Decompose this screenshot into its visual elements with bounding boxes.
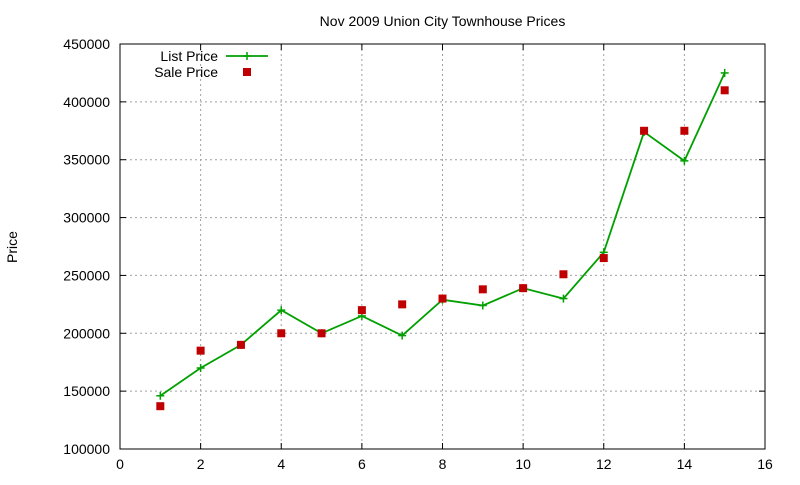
list-price-point <box>478 301 487 310</box>
sale-price-point <box>357 306 366 315</box>
legend-sample-marker-sale-price <box>243 68 251 76</box>
chart-title: Nov 2009 Union City Townhouse Prices <box>320 13 566 29</box>
x-tick-label: 4 <box>277 456 285 472</box>
y-tick-label: 100000 <box>63 441 110 457</box>
sale-price-point <box>317 329 326 338</box>
ticks-layer: 0 2 4 6 8 10 12 14 16 100000 150000 200000 250000 300… <box>63 36 773 472</box>
y-axis-label: Price <box>4 231 20 263</box>
series-layer <box>156 68 729 411</box>
sale-price-point <box>559 270 568 279</box>
y-tick-label: 250000 <box>63 267 110 283</box>
x-tick-label: 16 <box>757 456 773 472</box>
y-tick-label: 350000 <box>63 152 110 168</box>
sale-price-point <box>398 300 407 309</box>
legend-label-list-price: List Price <box>160 48 218 64</box>
x-tick-label: 10 <box>515 456 531 472</box>
x-tick-label: 2 <box>197 456 205 472</box>
x-tick-label: 12 <box>596 456 612 472</box>
list-price-point <box>196 364 205 372</box>
y-tick-label: 450000 <box>63 36 110 52</box>
sale-price-point <box>680 126 689 135</box>
y-tick-label: 150000 <box>63 383 110 399</box>
legend-label-sale-price: Sale Price <box>154 64 218 80</box>
x-tick-label: 8 <box>439 456 447 472</box>
x-tick-label: 14 <box>677 456 693 472</box>
sale-price-point <box>277 329 286 338</box>
sale-price-point <box>156 402 165 411</box>
series-sale-price <box>156 86 729 411</box>
list-price-point <box>559 294 568 303</box>
sale-price-point <box>236 340 245 349</box>
list-price-point <box>156 391 165 400</box>
list-price-point <box>720 68 729 77</box>
sale-price-point <box>720 86 729 95</box>
list-price-point <box>398 331 407 340</box>
sale-price-point <box>640 126 649 135</box>
legend-sample-marker-list-price <box>243 52 251 60</box>
y-tick-label: 400000 <box>63 94 110 110</box>
y-tick-label: 300000 <box>63 210 110 226</box>
sale-price-point <box>599 254 608 263</box>
list-price-point <box>277 306 286 315</box>
sale-price-point <box>438 294 447 303</box>
sale-price-point <box>196 346 205 355</box>
grid-layer <box>120 44 765 449</box>
sale-price-point <box>478 285 487 294</box>
list-price-point <box>680 156 689 165</box>
x-tick-label: 6 <box>358 456 366 472</box>
x-tick-label: 0 <box>116 456 124 472</box>
sale-price-point <box>519 284 528 293</box>
y-tick-label: 200000 <box>63 325 110 341</box>
